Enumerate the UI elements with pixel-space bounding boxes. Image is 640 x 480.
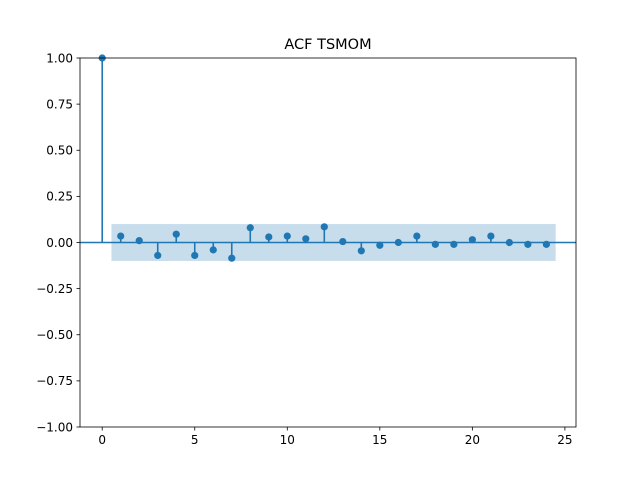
acf-point-lag-15 [376, 241, 384, 249]
acf-point-lag-2 [135, 237, 143, 245]
y-tick-label: −0.25 [36, 282, 73, 296]
acf-point-lag-4 [172, 230, 180, 238]
y-tick-label: 0.75 [46, 97, 73, 111]
acf-point-lag-24 [542, 240, 550, 248]
acf-point-lag-21 [487, 232, 495, 240]
x-axis-ticks: 0 5 10 15 20 25 [98, 427, 573, 447]
y-axis-ticks: −1.00 −0.75 −0.50 −0.25 0.00 0.25 0.50 0.75 1.00 [36, 51, 80, 434]
y-tick-label: 0.50 [46, 144, 73, 158]
y-tick-label: −0.50 [36, 328, 73, 342]
acf-point-lag-1 [117, 232, 125, 240]
acf-point-lag-5 [191, 251, 199, 260]
acf-point-lag-13 [339, 237, 347, 246]
acf-point-lag-19 [450, 240, 458, 248]
acf-point-lag-14 [357, 247, 365, 255]
acf-point-lag-7 [228, 254, 236, 262]
x-tick-label: 25 [557, 433, 572, 447]
y-tick-label: −0.75 [36, 374, 73, 388]
acf-point-lag-3 [154, 251, 162, 260]
acf-point-lag-17 [413, 232, 421, 240]
y-tick-label: 0.00 [46, 236, 73, 250]
acf-point-lag-18 [431, 240, 439, 248]
acf-point-lag-6 [209, 246, 217, 254]
x-tick-label: 20 [465, 433, 480, 447]
acf-point-lag-8 [246, 224, 254, 232]
acf-point-lag-23 [524, 240, 532, 248]
acf-point-lag-22 [505, 238, 513, 247]
acf-point-lag-10 [283, 232, 291, 240]
x-tick-label: 15 [372, 433, 387, 447]
acf-point-lag-11 [302, 235, 310, 243]
acf-point-lag-16 [394, 238, 402, 247]
acf-point-lag-20 [468, 236, 476, 244]
x-tick-label: 0 [98, 433, 106, 447]
chart-title: ACF TSMOM [284, 37, 371, 53]
marker-layer [98, 54, 550, 262]
x-tick-label: 5 [191, 433, 199, 447]
y-tick-label: −1.00 [36, 420, 73, 434]
y-tick-label: 1.00 [46, 51, 73, 65]
acf-point-lag-12 [320, 223, 328, 231]
acf-point-lag-9 [265, 233, 273, 241]
y-tick-label: 0.25 [46, 190, 73, 204]
x-tick-label: 10 [280, 433, 295, 447]
